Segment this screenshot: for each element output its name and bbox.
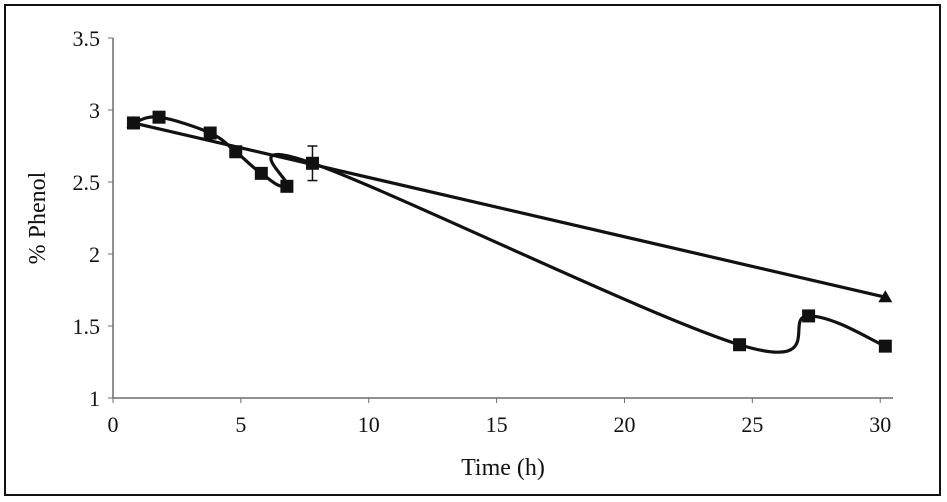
series-layer	[132, 115, 886, 354]
y-axis-title: % Phenol	[25, 171, 51, 264]
series-0-point	[229, 145, 243, 159]
series-0-point	[733, 338, 747, 352]
x-tick-label: 0	[108, 412, 119, 437]
x-tick-label: 10	[358, 412, 380, 437]
series-1-line	[133, 121, 886, 299]
chart-frame	[4, 4, 941, 496]
error-bar	[307, 145, 318, 182]
y-tick-label: 2.5	[73, 170, 101, 195]
series-0-point	[802, 309, 816, 323]
series-0-point	[280, 179, 294, 193]
series-0-point	[203, 126, 217, 140]
series-0-line	[132, 115, 886, 354]
series-0-point	[152, 110, 166, 124]
y-tick-label: 1	[89, 386, 100, 411]
x-axis-title: Time (h)	[461, 455, 545, 481]
series-0-point	[878, 339, 892, 353]
series-1-point	[126, 115, 141, 128]
y-tick-label: 3.5	[73, 26, 101, 51]
x-tick-label: 30	[869, 412, 891, 437]
y-tick-label: 3	[89, 98, 100, 123]
x-tick-label: 20	[613, 412, 635, 437]
x-tick-label: 5	[235, 412, 246, 437]
axes: 1 1.5 2 2.5 3 3.5 0 5 10 15 20 25 30	[73, 26, 893, 437]
x-tick-label: 25	[741, 412, 763, 437]
y-tick-label: 1.5	[73, 314, 101, 339]
x-tick-label: 15	[486, 412, 508, 437]
series-0-point	[254, 166, 268, 180]
y-tick-label: 2	[89, 242, 100, 267]
series-1-point	[878, 290, 893, 303]
marker-layer	[126, 110, 893, 353]
